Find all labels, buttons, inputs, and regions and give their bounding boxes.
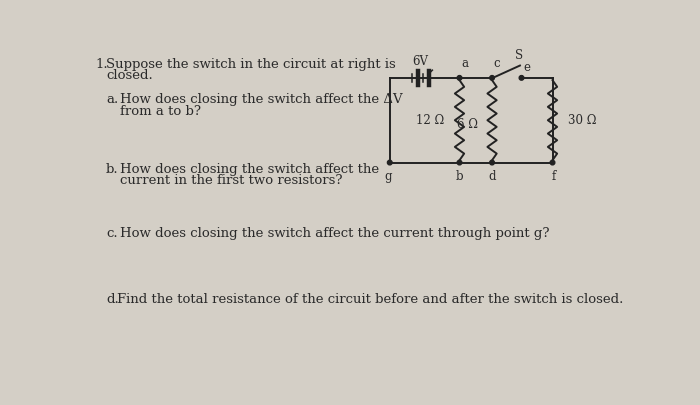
- Text: e: e: [523, 61, 530, 74]
- Text: d: d: [489, 170, 496, 183]
- Text: d.: d.: [106, 294, 119, 307]
- Circle shape: [457, 160, 462, 165]
- Circle shape: [490, 160, 494, 165]
- Text: closed.: closed.: [106, 69, 153, 82]
- Text: How does closing the switch affect the: How does closing the switch affect the: [120, 162, 379, 175]
- Text: b.: b.: [106, 162, 119, 175]
- Circle shape: [387, 160, 392, 165]
- Circle shape: [457, 76, 462, 80]
- Text: f: f: [551, 170, 555, 183]
- Circle shape: [519, 76, 524, 80]
- Text: a.: a.: [106, 93, 118, 106]
- Text: from a to b?: from a to b?: [120, 105, 201, 118]
- Circle shape: [550, 160, 555, 165]
- Circle shape: [490, 76, 494, 80]
- Text: c: c: [494, 57, 500, 70]
- Text: current in the first two resistors?: current in the first two resistors?: [120, 174, 342, 187]
- Text: 6 Ω: 6 Ω: [457, 117, 478, 130]
- Text: a: a: [461, 57, 468, 70]
- Text: How does closing the switch affect the current through point g?: How does closing the switch affect the c…: [120, 227, 550, 240]
- Text: c.: c.: [106, 227, 118, 240]
- Text: 30 Ω: 30 Ω: [568, 114, 596, 127]
- Text: Suppose the switch in the circuit at right is: Suppose the switch in the circuit at rig…: [106, 58, 396, 71]
- Text: Find the total resistance of the circuit before and after the switch is closed.: Find the total resistance of the circuit…: [117, 294, 623, 307]
- Text: How does closing the switch affect the ΔV: How does closing the switch affect the Δ…: [120, 93, 402, 106]
- Text: S: S: [515, 49, 523, 62]
- Text: g: g: [384, 170, 392, 183]
- Text: b: b: [456, 170, 463, 183]
- Text: 12 Ω: 12 Ω: [416, 114, 444, 127]
- Text: 6V: 6V: [412, 55, 428, 68]
- Text: 1.: 1.: [95, 58, 108, 71]
